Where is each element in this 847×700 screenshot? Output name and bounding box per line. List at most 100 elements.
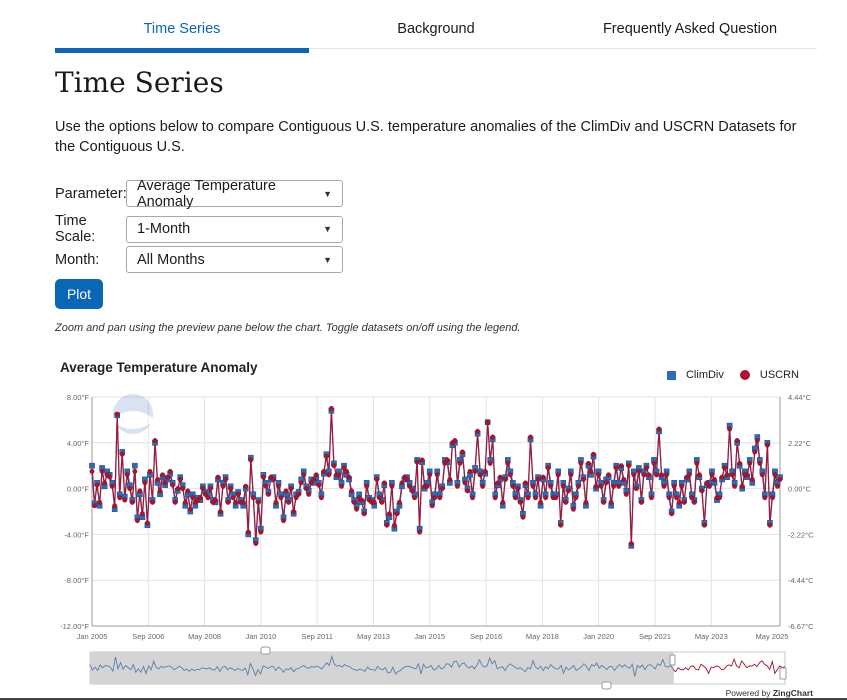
- uscrn-point: [417, 529, 423, 535]
- uscrn-point: [596, 472, 601, 478]
- climdiv-point: [132, 462, 138, 469]
- uscrn-point: [389, 483, 395, 489]
- uscrn-point: [656, 426, 662, 432]
- uscrn-point: [235, 491, 241, 497]
- preview-pane[interactable]: [89, 646, 787, 690]
- month-select[interactable]: All Months ▼: [126, 246, 343, 273]
- uscrn-point: [777, 476, 783, 482]
- uscrn-point: [386, 511, 392, 517]
- uscrn-point: [220, 483, 226, 489]
- uscrn-point: [553, 495, 559, 501]
- uscrn-point: [200, 486, 206, 492]
- legend-label-uscrn: USCRN: [759, 369, 799, 381]
- tab-faq[interactable]: Frequently Asked Question: [602, 21, 778, 37]
- x-tick-label: Sep 2016: [470, 632, 502, 641]
- uscrn-point: [654, 472, 659, 478]
- uscrn-point: [651, 460, 657, 466]
- uscrn-point: [346, 474, 352, 480]
- uscrn-point: [475, 428, 481, 434]
- uscrn-point: [659, 472, 665, 478]
- uscrn-point: [185, 488, 191, 494]
- uscrn-point: [674, 495, 680, 501]
- tab-background[interactable]: Background: [397, 21, 475, 37]
- uscrn-point: [341, 465, 347, 471]
- plot-button[interactable]: Plot: [55, 279, 103, 309]
- chart-title: Average Temperature Anomaly: [60, 360, 258, 375]
- temperature-anomaly-chart: 8.00°F 4.44°C 4.00°F 2.22°C 0.00°F 0.00°C -4.0…: [60, 393, 814, 690]
- uscrn-point: [442, 460, 448, 466]
- uscrn-point: [502, 476, 508, 482]
- uscrn-point: [273, 499, 279, 505]
- uscrn-point: [467, 468, 473, 474]
- zingchart-brand[interactable]: ZingChart: [772, 688, 813, 698]
- uscrn-point: [326, 472, 332, 478]
- uscrn-point: [649, 495, 654, 501]
- uscrn-point: [737, 460, 743, 466]
- uscrn-point: [661, 483, 667, 489]
- uscrn-point: [339, 483, 344, 489]
- uscrn-point: [540, 474, 546, 480]
- uscrn-point: [414, 459, 420, 465]
- legend-item-uscrn[interactable]: USCRN: [739, 369, 799, 381]
- time-scale-select[interactable]: 1-Month ▼: [126, 215, 343, 243]
- uscrn-point: [618, 463, 624, 469]
- uscrn-point: [318, 495, 324, 501]
- uscrn-point: [734, 438, 740, 443]
- uscrn-point: [628, 541, 634, 547]
- legend-label-climdiv: ClimDiv: [685, 369, 724, 381]
- uscrn-point: [361, 511, 367, 517]
- uscrn-point: [712, 476, 717, 482]
- uscrn-point: [636, 468, 642, 474]
- y-tick-label: 0.00°F: [67, 485, 90, 494]
- y-tick-label: -12.00°F: [60, 622, 89, 631]
- month-row: Month: All Months ▼: [55, 246, 343, 273]
- uscrn-point: [152, 438, 158, 443]
- uscrn-point: [230, 495, 236, 501]
- chart-axes: 8.00°F 4.44°C 4.00°F 2.22°C 0.00°F 0.00°C -4.0…: [60, 393, 814, 641]
- x-tick-label: May 2025: [756, 632, 789, 641]
- uscrn-point: [182, 499, 188, 505]
- uscrn-point: [727, 426, 733, 432]
- uscrn-point: [134, 518, 140, 524]
- month-label: Month:: [55, 251, 100, 268]
- uscrn-point: [124, 472, 130, 478]
- uscrn-point: [611, 483, 617, 489]
- uscrn-point: [381, 480, 387, 486]
- uscrn-point: [490, 434, 496, 440]
- bottom-rule: [0, 698, 847, 700]
- uscrn-point: [207, 486, 213, 492]
- uscrn-point: [706, 483, 712, 489]
- uscrn-point: [328, 406, 334, 411]
- time-scale-row: Time Scale: 1-Month ▼: [55, 213, 343, 245]
- uscrn-point: [172, 499, 178, 505]
- y-tick-label: 8.00°F: [67, 393, 90, 402]
- uscrn-point: [321, 468, 327, 474]
- x-tick-label: Jan 2020: [583, 632, 614, 641]
- y2-tick-label: -2.22°C: [788, 530, 814, 539]
- uscrn-point: [205, 495, 211, 501]
- y2-tick-label: 0.00°C: [788, 485, 812, 494]
- tab-time-series[interactable]: Time Series: [55, 0, 309, 53]
- uscrn-point: [432, 495, 438, 501]
- y2-tick-label: 4.44°C: [788, 393, 812, 402]
- uscrn-point: [296, 491, 302, 497]
- uscrn-point: [626, 463, 632, 469]
- uscrn-point: [286, 499, 292, 505]
- uscrn-point: [528, 434, 533, 440]
- chevron-down-icon: ▼: [323, 224, 332, 234]
- series-line-climdiv: [91, 410, 781, 546]
- uscrn-point: [240, 499, 246, 505]
- parameter-select[interactable]: Average Temperature Anomaly ▼: [126, 178, 343, 210]
- uscrn-point: [122, 497, 128, 503]
- uscrn-point: [102, 480, 108, 486]
- uscrn-point: [316, 482, 322, 488]
- tab-bar: Time Series Background Frequently Asked …: [55, 0, 817, 53]
- uscrn-point: [558, 522, 564, 528]
- x-tick-label: Jan 2005: [77, 632, 108, 641]
- legend-item-climdiv[interactable]: ClimDiv: [666, 369, 724, 381]
- uscrn-point: [664, 472, 670, 478]
- uscrn-point: [293, 495, 299, 501]
- series-markers: [89, 406, 783, 549]
- uscrn-point: [588, 468, 594, 474]
- uscrn-point: [487, 460, 493, 466]
